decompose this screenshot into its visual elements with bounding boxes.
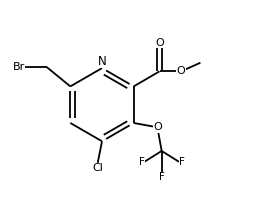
Text: Cl: Cl [92,163,103,173]
Text: O: O [177,66,185,76]
Text: N: N [98,55,106,68]
Text: O: O [155,38,164,48]
Text: Br: Br [13,62,25,72]
Text: F: F [179,157,185,167]
Text: O: O [153,122,162,132]
Text: F: F [159,172,165,182]
Text: F: F [139,157,145,167]
